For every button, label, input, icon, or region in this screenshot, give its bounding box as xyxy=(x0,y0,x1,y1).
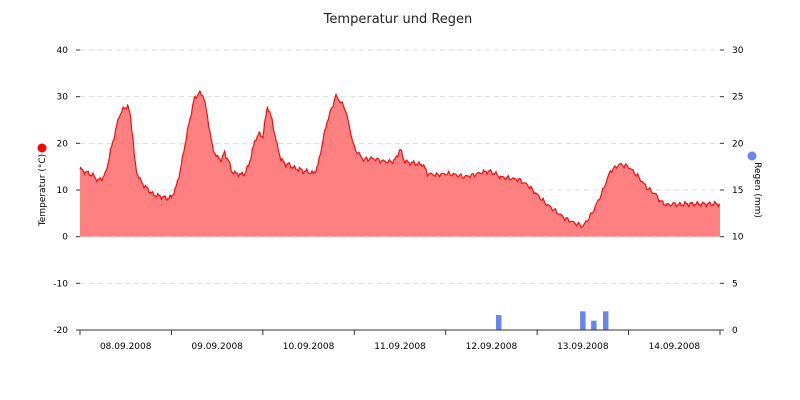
rain-bar xyxy=(602,311,609,330)
x-axis-ticks: 08.09.2008 09.09.2008 10.09.2008 11.09.2008… xyxy=(79,330,721,352)
x-tick-label: 10.09.2008 xyxy=(283,342,335,352)
right-tick-label: 15 xyxy=(732,186,743,196)
right-tick-label: 0 xyxy=(732,326,738,336)
left-axis-legend-marker xyxy=(37,143,47,153)
temperature-line xyxy=(79,90,721,229)
right-tick-label: 10 xyxy=(732,233,744,243)
right-tick-label: 20 xyxy=(732,139,744,149)
left-tick-label: 40 xyxy=(57,46,69,56)
rain-bar xyxy=(496,315,502,330)
rain-bar xyxy=(591,320,597,330)
right-tick-label: 30 xyxy=(732,46,744,56)
left-tick-label: 20 xyxy=(57,139,69,149)
left-tick-label: 0 xyxy=(62,233,68,243)
left-tick-label: 30 xyxy=(57,93,69,103)
right-axis-legend-marker xyxy=(747,151,757,161)
right-axis-title: Regen (mm) xyxy=(752,162,762,218)
left-tick-label: 10 xyxy=(57,186,69,196)
x-tick-label: 09.09.2008 xyxy=(191,342,243,352)
rain-bar xyxy=(580,311,586,330)
x-tick-label: 08.09.2008 xyxy=(100,342,152,352)
x-tick-label: 11.09.2008 xyxy=(374,342,426,352)
x-tick-label: 13.09.2008 xyxy=(557,342,609,352)
x-tick-label: 14.09.2008 xyxy=(649,342,701,352)
left-axis-title: Temperatur (°C) xyxy=(38,154,48,227)
rain-bar-layer xyxy=(496,311,609,330)
left-tick-label: -20 xyxy=(53,326,68,336)
temperature-area-layer xyxy=(79,90,721,237)
x-tick-label: 12.09.2008 xyxy=(466,342,518,352)
left-axis-ticks: -20 -10 0 10 20 30 40 xyxy=(53,46,80,336)
chart-title: Temperatur und Regen xyxy=(323,12,473,27)
temperature-area xyxy=(80,91,720,237)
left-tick-label: -10 xyxy=(53,279,68,289)
right-tick-label: 25 xyxy=(732,93,743,103)
right-tick-label: 5 xyxy=(732,279,738,289)
right-axis-ticks: 0 5 10 15 20 25 30 xyxy=(720,46,744,336)
